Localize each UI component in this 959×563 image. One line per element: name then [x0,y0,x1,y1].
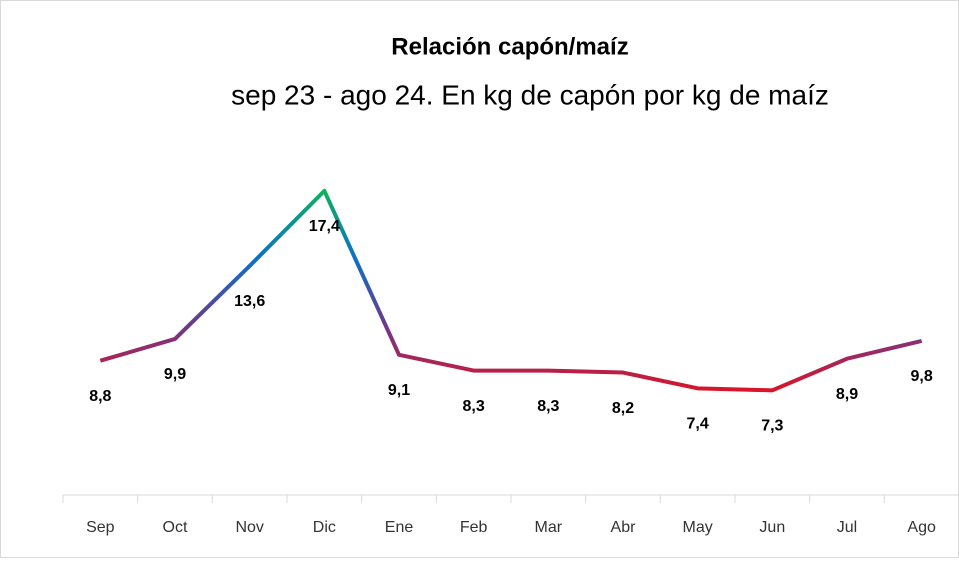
data-label: 13,6 [234,293,265,310]
x-tick-label: Oct [163,519,188,536]
data-label: 7,4 [687,416,709,433]
x-tick-label: Jun [759,519,785,536]
data-label: 9,8 [911,368,933,385]
x-tick-label: May [683,519,713,536]
x-tick-label: Sep [86,519,115,536]
data-label: 8,2 [612,400,634,417]
x-tick-label: Jul [837,519,857,536]
data-line [99,188,923,393]
data-label: 9,9 [164,366,186,383]
data-label: 7,3 [761,418,783,435]
data-label: 17,4 [309,218,340,235]
x-tick-label: Ago [907,519,936,536]
chart-title: Relación capón/maíz [391,33,628,60]
chart-subtitle: sep 23 - ago 24. En kg de capón por kg d… [231,79,829,110]
x-tick-label: Mar [535,519,563,536]
x-tick-label: Dic [313,519,336,536]
data-label: 8,8 [89,388,111,405]
x-tick-label: Nov [235,519,263,536]
x-tick-label: Feb [460,519,488,536]
data-label: 8,3 [463,398,485,415]
x-tick-label: Abr [611,519,637,536]
x-tick-label: Ene [385,519,414,536]
data-label: 8,9 [836,386,858,403]
data-label: 8,3 [537,398,559,415]
data-label: 9,1 [388,382,410,399]
